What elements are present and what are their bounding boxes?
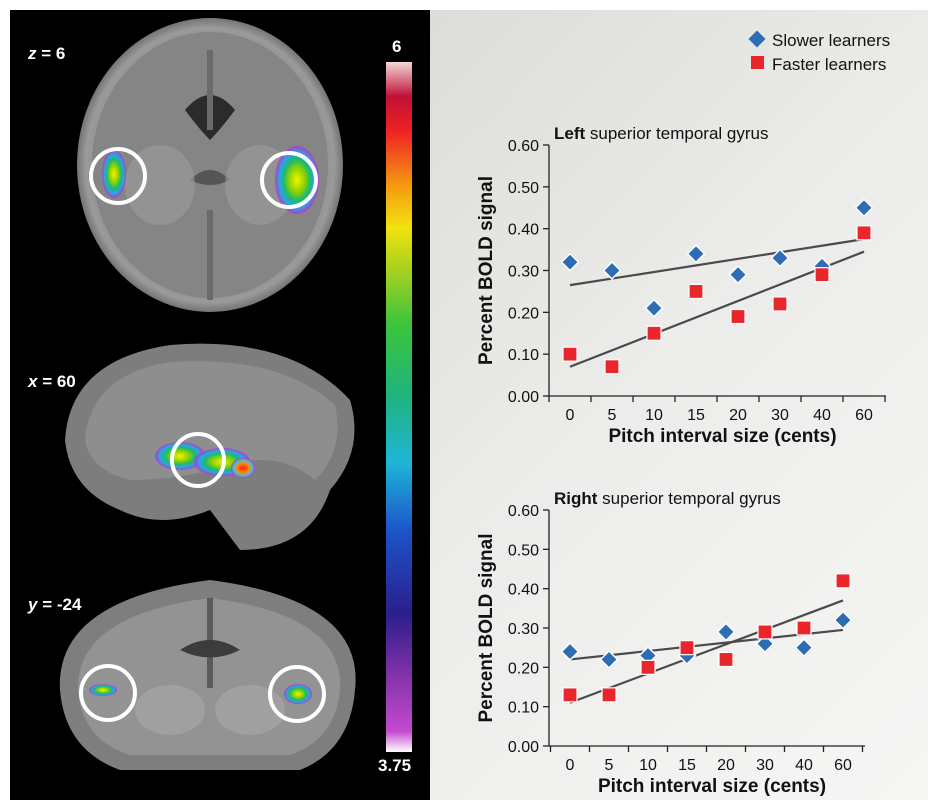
charts-svg: Slower learners Faster learners 0.00 0.10… <box>476 30 890 797</box>
x-tick-label: 5 <box>608 407 617 424</box>
data-point-slower <box>602 260 622 281</box>
y-axis-label: Percent BOLD signal <box>476 176 497 365</box>
chart-title-rest: superior temporal gyrus <box>585 124 768 143</box>
data-point-faster <box>604 359 620 375</box>
chart-title-bold: Left <box>554 124 586 143</box>
y-tick-label: 0.40 <box>508 222 539 239</box>
data-point-slower <box>644 298 664 318</box>
y-tick-label: 0.40 <box>508 582 539 599</box>
colorbar <box>386 62 412 752</box>
data-point-faster <box>772 296 788 312</box>
slice-value: 60 <box>56 372 76 391</box>
colorbar-max-label: 6 <box>392 37 402 56</box>
data-point-faster <box>601 687 617 703</box>
data-point-slower <box>560 642 580 662</box>
slice-label-coronal: y = -24 <box>28 595 82 614</box>
data-point-faster <box>688 283 704 300</box>
slice-label-axial: z = 6 <box>28 44 66 63</box>
chart-title-rest: superior temporal gyrus <box>597 489 780 508</box>
data-point-slower <box>854 198 874 218</box>
slice-axis: x <box>28 372 38 391</box>
data-point-faster <box>562 346 578 362</box>
data-point-faster <box>757 624 773 640</box>
slice-value: 6 <box>55 44 66 63</box>
brain-image-panel: z = 6 x = 60 y = -24 6 3.75 <box>10 10 430 800</box>
legend-marker-faster <box>751 56 764 69</box>
data-point-slower <box>770 248 790 268</box>
x-tick-label: 10 <box>639 757 657 774</box>
chart-title: Left superior temporal gyrus <box>554 124 768 143</box>
x-tick-label: 30 <box>756 757 774 774</box>
y-tick-label: 0.20 <box>508 660 539 677</box>
x-tick-label: 0 <box>566 757 575 774</box>
sagittal-slice <box>65 343 355 550</box>
chart-title: Right superior temporal gyrus <box>554 489 781 508</box>
data-point-faster <box>640 659 656 675</box>
legend: Slower learners Faster learners <box>748 30 890 74</box>
x-tick-label: 40 <box>813 407 831 424</box>
data-point-faster <box>835 573 851 589</box>
y-tick-label: 0.10 <box>508 700 539 717</box>
y-tick-label: 0.20 <box>508 305 539 322</box>
data-point-faster <box>814 267 830 283</box>
legend-label-faster: Faster learners <box>772 55 886 74</box>
data-point-slower <box>686 244 706 264</box>
data-point-faster <box>718 651 734 668</box>
data-point-slower <box>599 649 619 670</box>
trend-line <box>569 238 865 287</box>
y-tick-label: 0.50 <box>508 180 539 197</box>
y-tick-label: 0.10 <box>508 347 539 364</box>
chart-left-stg: 0.00 0.10 0.20 0.30 0.40 0.50 0.60 0 5 10 15 20 30 40… <box>476 124 886 447</box>
brain-slices-graphic <box>59 18 412 770</box>
legend-label-slower: Slower learners <box>772 31 890 50</box>
legend-marker-slower <box>748 30 766 48</box>
x-tick-label: 5 <box>605 757 614 774</box>
x-tick-label: 20 <box>717 757 735 774</box>
y-tick-label: 0.60 <box>508 503 539 520</box>
x-tick-label: 20 <box>729 407 747 424</box>
y-tick-label: 0.50 <box>508 542 539 559</box>
x-tick-label: 15 <box>678 757 696 774</box>
data-point-slower <box>833 610 853 630</box>
chart-right-stg: 0.00 0.10 0.20 0.30 0.40 0.50 0.60 0 5 10 15 20 30 40… <box>476 489 865 797</box>
y-tick-label: 0.30 <box>508 621 539 638</box>
y-axis-label: Percent BOLD signal <box>476 534 497 723</box>
x-tick-label: 15 <box>687 407 705 424</box>
x-tick-label: 60 <box>834 757 852 774</box>
y-tick-label: 0.00 <box>508 739 539 756</box>
y-tick-label: 0.00 <box>508 389 539 406</box>
x-tick-label: 0 <box>566 407 575 424</box>
x-axis-label: Pitch interval size (cents) <box>608 426 836 447</box>
x-tick-label: 40 <box>795 757 813 774</box>
x-tick-label: 10 <box>645 407 663 424</box>
data-point-faster <box>679 640 695 656</box>
slice-value: -24 <box>56 595 82 614</box>
data-point-faster <box>730 308 746 325</box>
data-point-faster <box>646 325 662 341</box>
data-point-faster <box>856 225 872 241</box>
scatter-panel: Slower learners Faster learners 0.00 0.10… <box>430 10 928 800</box>
axial-slice <box>77 18 343 312</box>
data-point-slower <box>728 265 748 285</box>
trend-line <box>569 599 844 704</box>
coronal-slice <box>59 580 356 770</box>
chart-title-bold: Right <box>554 489 598 508</box>
x-tick-label: 60 <box>855 407 873 424</box>
data-point-slower <box>716 622 736 642</box>
x-axis-label: Pitch interval size (cents) <box>598 776 826 797</box>
y-tick-label: 0.30 <box>508 264 539 281</box>
x-tick-label: 30 <box>771 407 789 424</box>
data-point-faster <box>796 620 812 636</box>
data-point-slower <box>560 252 580 272</box>
slice-label-sagittal: x = 60 <box>28 372 76 391</box>
colorbar-min-label: 3.75 <box>378 756 412 775</box>
slice-axis: z <box>28 44 37 63</box>
data-point-slower <box>794 638 814 658</box>
slice-axis: y <box>28 595 38 614</box>
data-point-faster <box>562 687 578 703</box>
y-tick-label: 0.60 <box>508 138 539 155</box>
